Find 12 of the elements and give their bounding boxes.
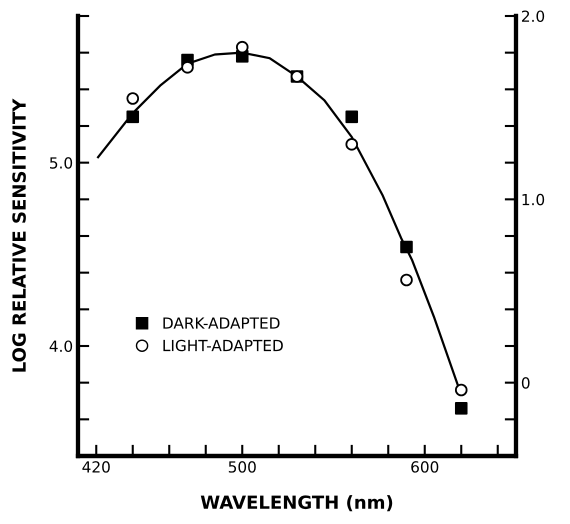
y-axis-title: LOG RELATIVE SENSITIVITY xyxy=(12,98,26,372)
legend-label: DARK-ADAPTED xyxy=(163,318,280,329)
y2-tick-label: 0 xyxy=(522,377,530,389)
x-tick-label: 500 xyxy=(228,461,256,473)
y2-tick-label: 2.0 xyxy=(522,10,544,22)
y2-tick-label: 1.0 xyxy=(522,194,544,206)
x-axis-title: WAVELENGTH (nm) xyxy=(200,495,392,512)
x-tick-label: 420 xyxy=(82,461,110,473)
legend-label: LIGHT-ADAPTED xyxy=(163,340,283,352)
x-tick-label: 600 xyxy=(411,461,438,473)
y-tick-label: 4.0 xyxy=(50,340,72,352)
y-tick-label: 5.0 xyxy=(50,157,72,169)
